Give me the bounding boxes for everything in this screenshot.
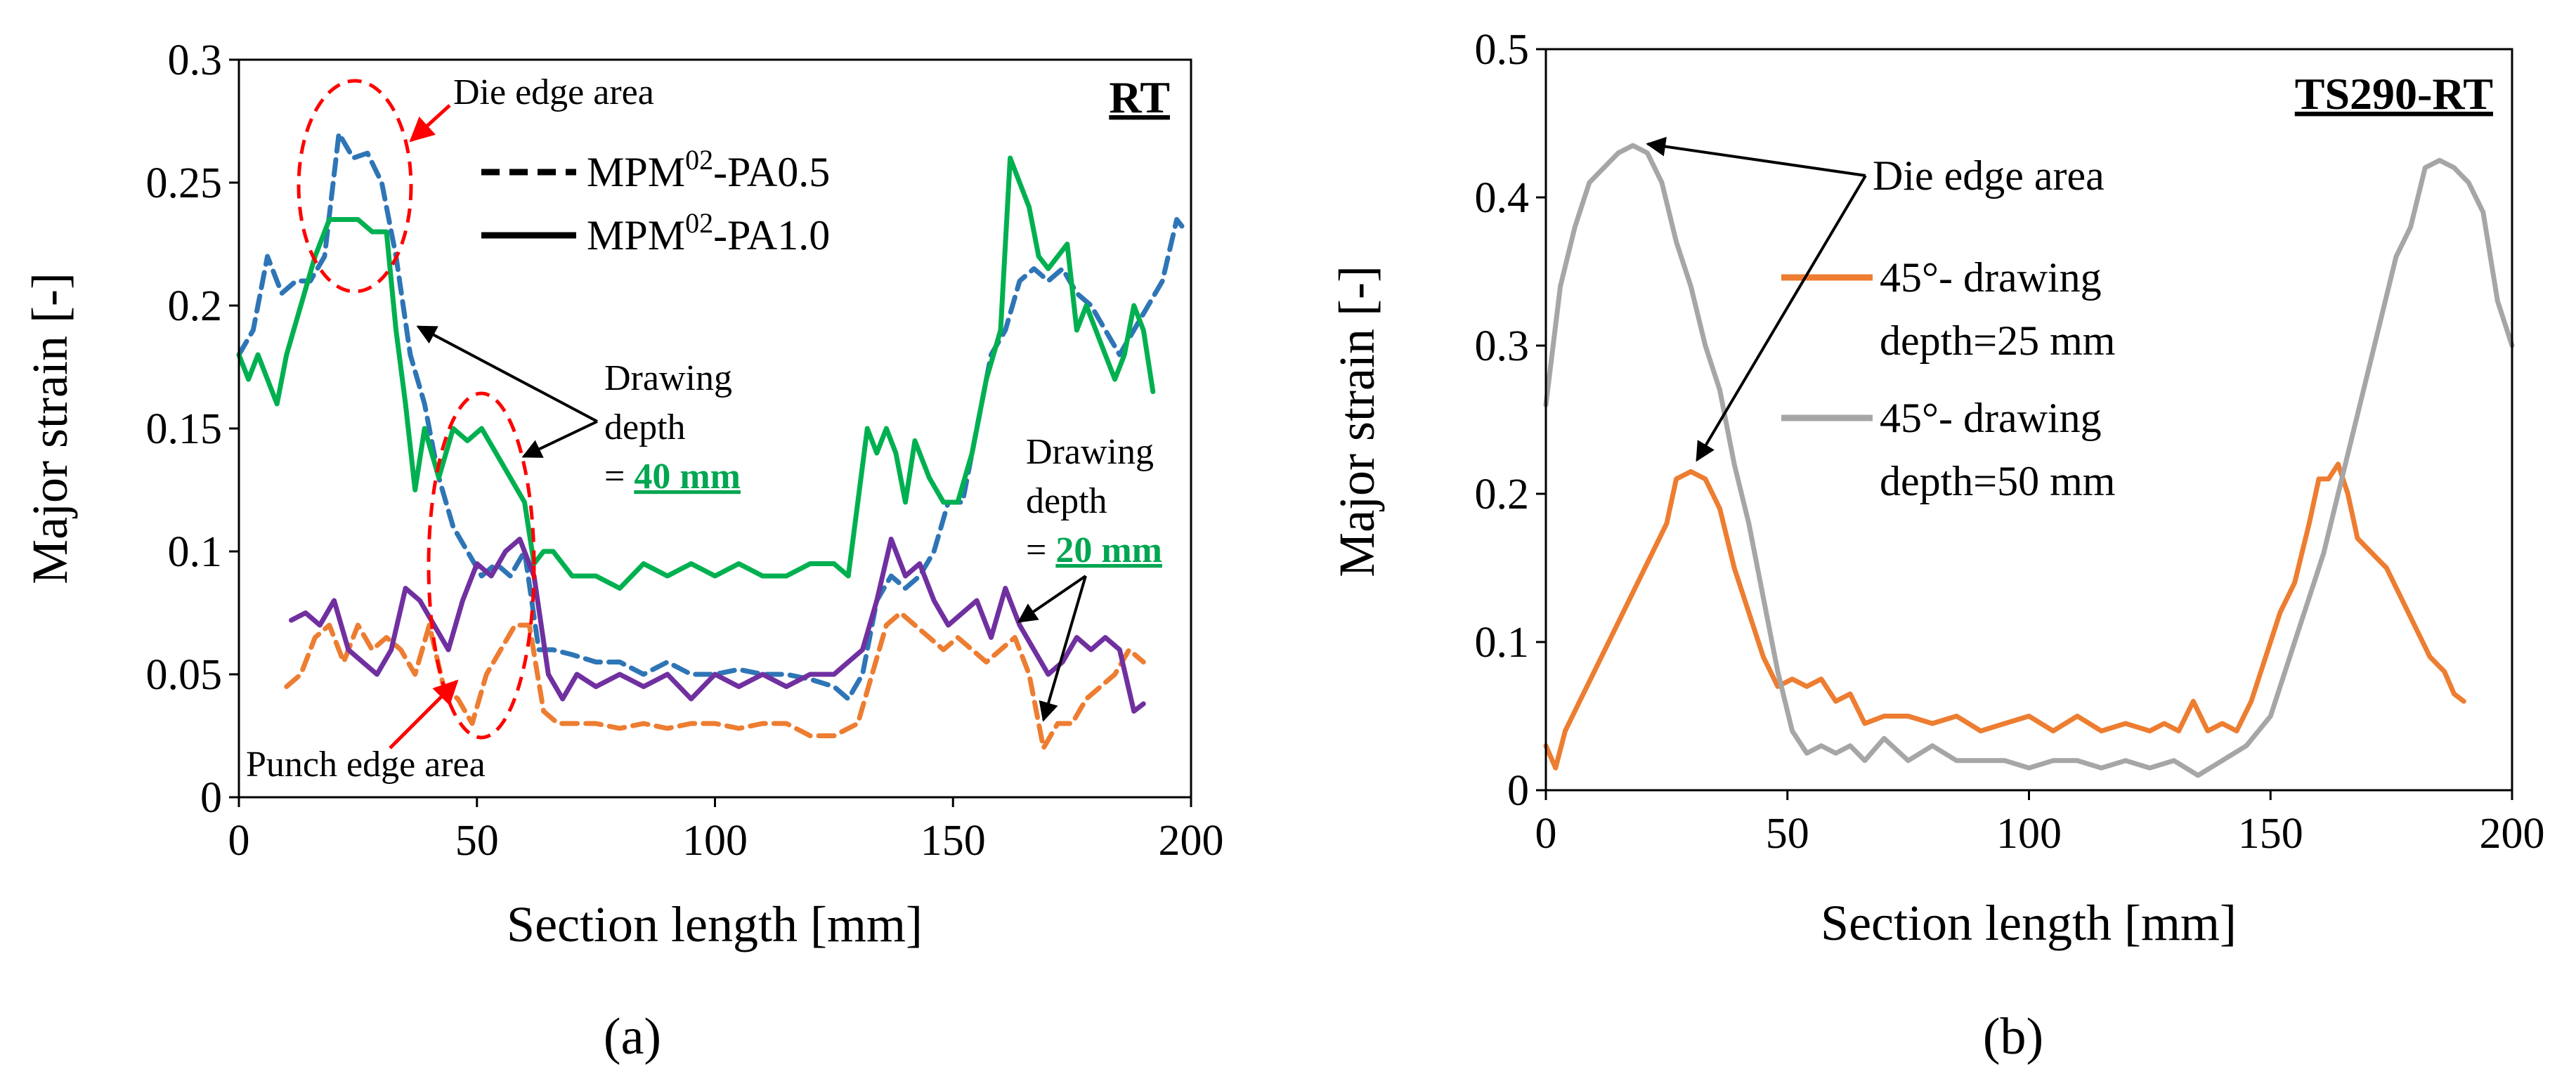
panel-b-die-edge-arrow-left [1646, 136, 1866, 177]
legend-label-solid: MPM02-PA1.0 [587, 207, 830, 258]
panel-a-series-line-1 [236, 131, 1189, 702]
panel-a-y-tick-label: 0.15 [146, 405, 223, 453]
panel-a-y-tick-label: 0.1 [168, 528, 223, 576]
panel-a-x-tick-label: 100 [682, 817, 748, 865]
panel-b-plot-frame [1544, 48, 2513, 792]
panel-a-x-tick-label: 50 [455, 817, 499, 865]
panel-b-series [1543, 143, 2515, 778]
panel-a-x-tick-label: 200 [1159, 817, 1224, 865]
die-edge-highlight [297, 79, 413, 294]
panel-b-x-tick-label: 0 [1535, 810, 1557, 858]
panel-a-series [236, 131, 1189, 751]
panel-a-y-tick-label: 0.2 [168, 282, 223, 330]
panel-a-series-line-3 [284, 610, 1146, 751]
annotation-punch-edge-area: Punch edge area [246, 745, 486, 785]
panel-a-x-axis-title: Section length [mm] [507, 896, 923, 952]
panel-b-chart: 0 50 100 150 200 0 0.1 0.2 0.3 0.4 0.5 TS290-RT Se… [1329, 26, 2545, 1066]
annotation-drawing-20-line3: = 20 mm [1026, 530, 1162, 570]
arrow-40mm-solid [521, 420, 598, 458]
panel-b-series-line-2 [1543, 143, 2515, 778]
die-edge-arrow [409, 104, 451, 143]
annotation-drawing-20-line2: depth [1026, 481, 1107, 521]
punch-edge-arrow [389, 679, 459, 749]
panel-b-y-axis-title: Major strain [-] [1329, 266, 1385, 577]
panel-b-y-tick-label: 0 [1507, 767, 1529, 815]
panel-b-series-line-1 [1543, 461, 2466, 771]
panel-a-corner-label: RT [1109, 72, 1170, 122]
annotation-drawing-20-line1: Drawing [1026, 432, 1154, 472]
panel-a-annotations: Die edge area Punch edge area Drawing de… [246, 72, 1162, 785]
panel-b-x-tick-label: 100 [1996, 810, 2062, 858]
panel-b-annotation-die-edge-area: Die edge area [1873, 152, 2105, 199]
panel-a-series-line-4 [289, 537, 1146, 714]
panel-b-label: (b) [1983, 1008, 2043, 1066]
annotation-drawing-40-line2: depth [604, 407, 686, 447]
panel-b-x-tick-label: 200 [2480, 810, 2545, 858]
legend-label-25mm-line1: 45°- drawing [1880, 254, 2102, 301]
panel-b-y-tick-label: 0.2 [1475, 471, 1530, 518]
panel-a-series-line-2 [236, 155, 1156, 591]
punch-edge-highlight [427, 391, 536, 740]
panel-b-legend: 45°- drawing depth=25 mm 45°- drawing de… [1781, 254, 2115, 504]
panel-a-plot-frame [238, 58, 1192, 799]
panel-b-y-tick-label: 0.5 [1475, 26, 1530, 74]
panel-a-y-tick-label: 0.3 [168, 37, 223, 84]
panel-a-x-tick-label: 150 [921, 817, 986, 865]
annotation-drawing-40-line3: = 40 mm [604, 457, 741, 497]
panel-a-x-tick-label: 0 [228, 817, 250, 865]
panel-a-chart: 0 50 100 150 200 0 0.05 0.1 0.15 0.2 0.25 0.3 RT Se… [22, 37, 1224, 1066]
legend-label-25mm-line2: depth=25 mm [1880, 317, 2115, 364]
legend-label-dashed: MPM02-PA0.5 [587, 144, 830, 195]
panel-b-y-tick-label: 0.4 [1475, 174, 1530, 222]
panel-b-x-tick-label: 150 [2238, 810, 2303, 858]
panel-b-x-axis-title: Section length [mm] [1821, 895, 2237, 951]
panel-a-y-axis-title: Major strain [-] [22, 273, 78, 584]
annotation-drawing-40-line1: Drawing [604, 358, 732, 398]
panel-b-y-tick-label: 0.3 [1475, 322, 1530, 370]
arrow-20mm-solid [1017, 575, 1087, 623]
panel-a-y-tick-label: 0.25 [146, 159, 223, 207]
panel-a-legend: MPM02-PA0.5 MPM02-PA1.0 [481, 144, 830, 258]
panel-b-ticks: 0 50 100 150 200 0 0.1 0.2 0.3 0.4 0.5 [1475, 26, 2545, 858]
panel-b-x-tick-label: 50 [1766, 810, 1809, 858]
panel-a-y-tick-label: 0.05 [146, 651, 223, 699]
arrow-40mm-dashed [416, 325, 598, 423]
panel-a-label: (a) [604, 1008, 661, 1066]
panel-b-die-edge-arrow-down [1696, 174, 1867, 462]
annotation-die-edge-area: Die edge area [453, 72, 654, 112]
legend-label-50mm-line2: depth=50 mm [1880, 458, 2115, 504]
panel-b-annotations: Die edge area [1646, 136, 2105, 462]
panel-a-ticks: 0 50 100 150 200 0 0.05 0.1 0.15 0.2 0.25 0.3 [146, 37, 1224, 865]
legend-label-50mm-line1: 45°- drawing [1880, 395, 2102, 441]
panel-a-y-tick-label: 0 [200, 774, 222, 822]
arrow-20mm-dashed [1039, 575, 1087, 722]
panel-b-y-tick-label: 0.1 [1475, 619, 1530, 667]
panel-b-corner-label: TS290-RT [2295, 69, 2493, 119]
